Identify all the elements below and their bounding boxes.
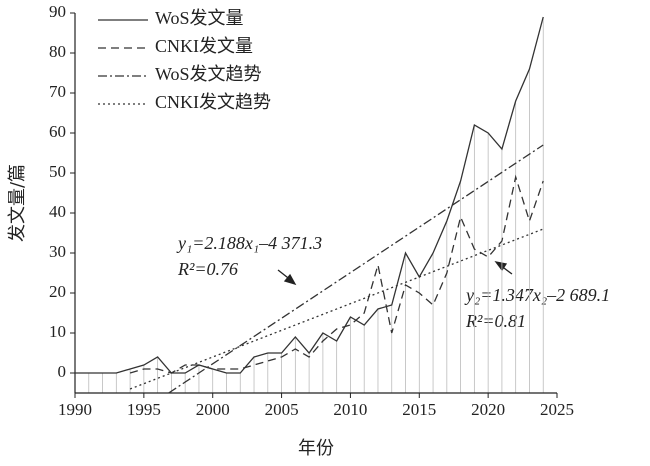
annotation: y₁=2.188x₁–4 371.3 [176, 233, 322, 253]
arrows [277, 261, 513, 286]
y-tick-label: 90 [49, 2, 66, 21]
series-line [129, 228, 544, 390]
y-tick-label: 70 [49, 82, 66, 101]
legend-label: CNKI发文趋势 [155, 92, 271, 112]
annotation: R²=0.76 [177, 259, 238, 279]
x-tick-label: 2015 [402, 400, 436, 419]
x-tick-label: 2020 [471, 400, 505, 419]
y-tick-label: 80 [49, 42, 66, 61]
legend-label: WoS发文趋势 [155, 64, 262, 84]
annotation: y₂=1.347x₂–2 689.1 [464, 285, 610, 305]
y-tick-label: 10 [49, 322, 66, 341]
x-tick-label: 2000 [196, 400, 230, 419]
y-tick-label: 0 [58, 362, 67, 381]
y-tick-label: 60 [49, 122, 66, 141]
series-line [129, 174, 544, 374]
x-tick-label: 1990 [58, 400, 92, 419]
x-tick-label: 2025 [540, 400, 574, 419]
x-tick-label: 2010 [333, 400, 367, 419]
y-tick-label: 50 [49, 162, 66, 181]
x-tick-label: 2005 [265, 400, 299, 419]
x-tick-label: 1995 [127, 400, 161, 419]
y-axis-label: 发文量/篇 [7, 164, 28, 242]
legend-label: WoS发文量 [155, 8, 244, 28]
y-tick-label: 40 [49, 202, 66, 221]
legend-label: CNKI发文量 [155, 36, 253, 56]
series-line [168, 144, 544, 394]
y-tick-label: 30 [49, 242, 66, 261]
series-line [75, 16, 544, 374]
y-tick-label: 20 [49, 282, 66, 301]
annotation: R²=0.81 [465, 311, 526, 331]
x-axis-label: 年份 [298, 438, 334, 459]
